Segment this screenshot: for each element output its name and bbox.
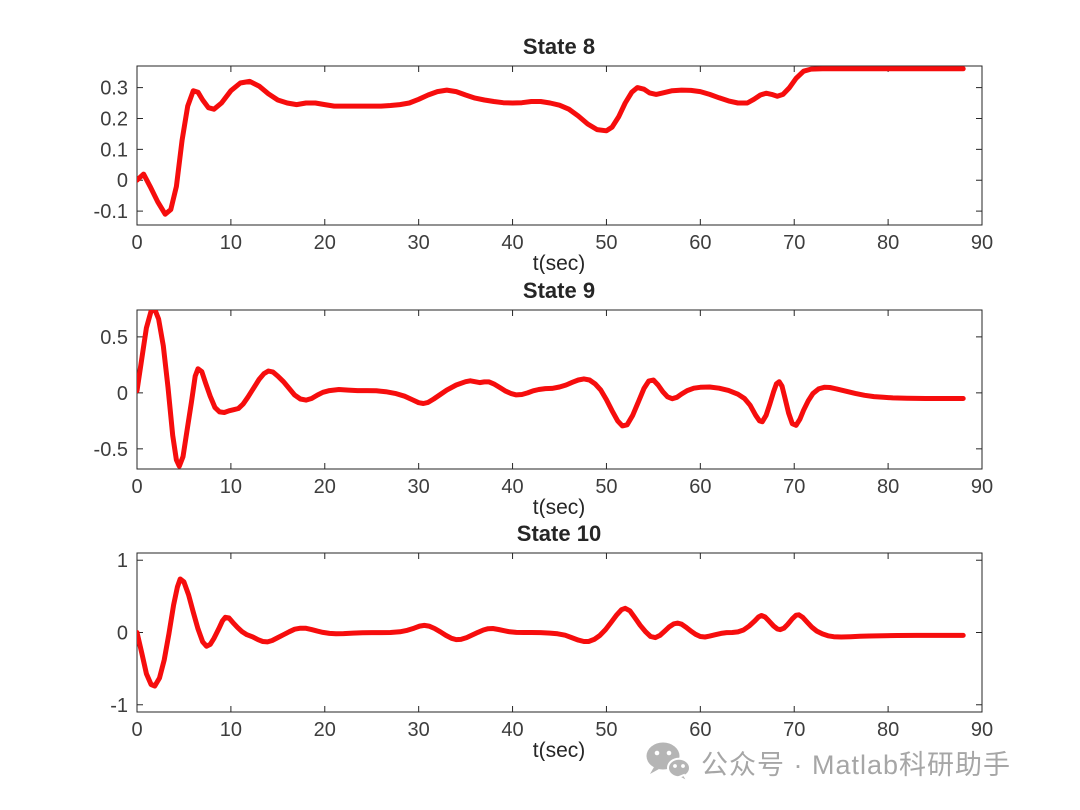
- x-tick-label: 10: [220, 719, 242, 741]
- subplot-state-10: State 10 0 10 20 30 40 50 60 70 80 90 -1 0 1 t(sec): [0, 517, 1080, 761]
- x-tick-label: 30: [408, 232, 430, 254]
- y-tick-label: 1: [117, 550, 128, 572]
- chart-title: State 9: [523, 278, 595, 303]
- x-tick-label: 50: [595, 232, 617, 254]
- watermark-text: 公众号 · Matlab科研助手: [701, 749, 1012, 780]
- x-tick-label: 90: [971, 476, 993, 498]
- chart-state-10: State 10 0 10 20 30 40 50 60 70 80 90-101 t(sec): [110, 521, 993, 761]
- x-tick-label: 60: [689, 476, 711, 498]
- x-tick-label: 0: [131, 232, 142, 254]
- axes: 0 10 20 30 40 50 60 70 80 90-101: [110, 550, 993, 741]
- axes-box: [136, 65, 983, 226]
- x-tick-label: 50: [595, 476, 617, 498]
- x-tick-label: 30: [408, 719, 430, 741]
- axes: 0 10 20 30 40 50 60 70 80 90-0.500.5: [94, 309, 993, 498]
- x-tick-label: 20: [314, 476, 336, 498]
- series-line: [137, 66, 966, 217]
- x-tick-label: 80: [877, 476, 899, 498]
- x-axis-label: t(sec): [533, 496, 586, 518]
- x-tick-label: 50: [595, 719, 617, 741]
- y-tick-label: 0.5: [100, 327, 128, 349]
- x-tick-label: 40: [501, 232, 523, 254]
- axes: 0 10 20 30 40 50 60 70 80 90-0.100.10.20.3: [94, 65, 993, 254]
- x-tick-label: 20: [314, 232, 336, 254]
- x-tick-label: 40: [501, 476, 523, 498]
- x-tick-label: 10: [220, 476, 242, 498]
- chart-title: State 10: [517, 521, 601, 546]
- y-tick-label: -0.1: [94, 201, 128, 223]
- x-tick-label: 70: [783, 719, 805, 741]
- wechat-icon: [645, 740, 691, 784]
- x-tick-label: 20: [314, 719, 336, 741]
- x-tick-label: 60: [689, 232, 711, 254]
- y-tick-label: 0.1: [100, 139, 128, 161]
- x-tick-label: 80: [877, 719, 899, 741]
- subplot-state-8: State 8 0 10 20 30 40 50 60 70 80 90 -0.1 0 0.1 0.2 0.…: [0, 30, 1080, 274]
- y-tick-label: 0: [117, 170, 128, 192]
- y-tick-label: 0: [117, 383, 128, 405]
- x-tick-label: 0: [131, 719, 142, 741]
- y-tick-label: 0: [117, 623, 128, 645]
- x-tick-label: 70: [783, 476, 805, 498]
- chart-title: State 8: [523, 34, 595, 59]
- x-tick-label: 40: [501, 719, 523, 741]
- y-tick-label: 0.3: [100, 78, 128, 100]
- x-tick-label: 90: [971, 719, 993, 741]
- x-tick-label: 0: [131, 476, 142, 498]
- x-axis-label: t(sec): [533, 252, 586, 274]
- y-tick-label: -0.5: [94, 439, 128, 461]
- x-tick-label: 10: [220, 232, 242, 254]
- x-tick-label: 30: [408, 476, 430, 498]
- subplot-state-9: State 9 0 10 20 30 40 50 60 70 80 90 -0.5 0 0.5 t(se…: [0, 274, 1080, 518]
- y-tick-label: 0.2: [100, 108, 128, 130]
- series-line: [137, 576, 966, 689]
- chart-state-8: State 8 0 10 20 30 40 50 60 70 80 90-0.100.10.20.…: [94, 34, 994, 274]
- series-line: [137, 310, 966, 469]
- x-tick-label: 70: [783, 232, 805, 254]
- x-tick-label: 90: [971, 232, 993, 254]
- x-tick-label: 80: [877, 232, 899, 254]
- chart-state-9: State 9 0 10 20 30 40 50 60 70 80 90-0.500.5 t(se…: [94, 278, 994, 518]
- x-axis-label: t(sec): [533, 739, 586, 761]
- y-tick-label: -1: [110, 695, 128, 717]
- x-tick-label: 60: [689, 719, 711, 741]
- watermark: 公众号 · Matlab科研助手: [645, 738, 1011, 786]
